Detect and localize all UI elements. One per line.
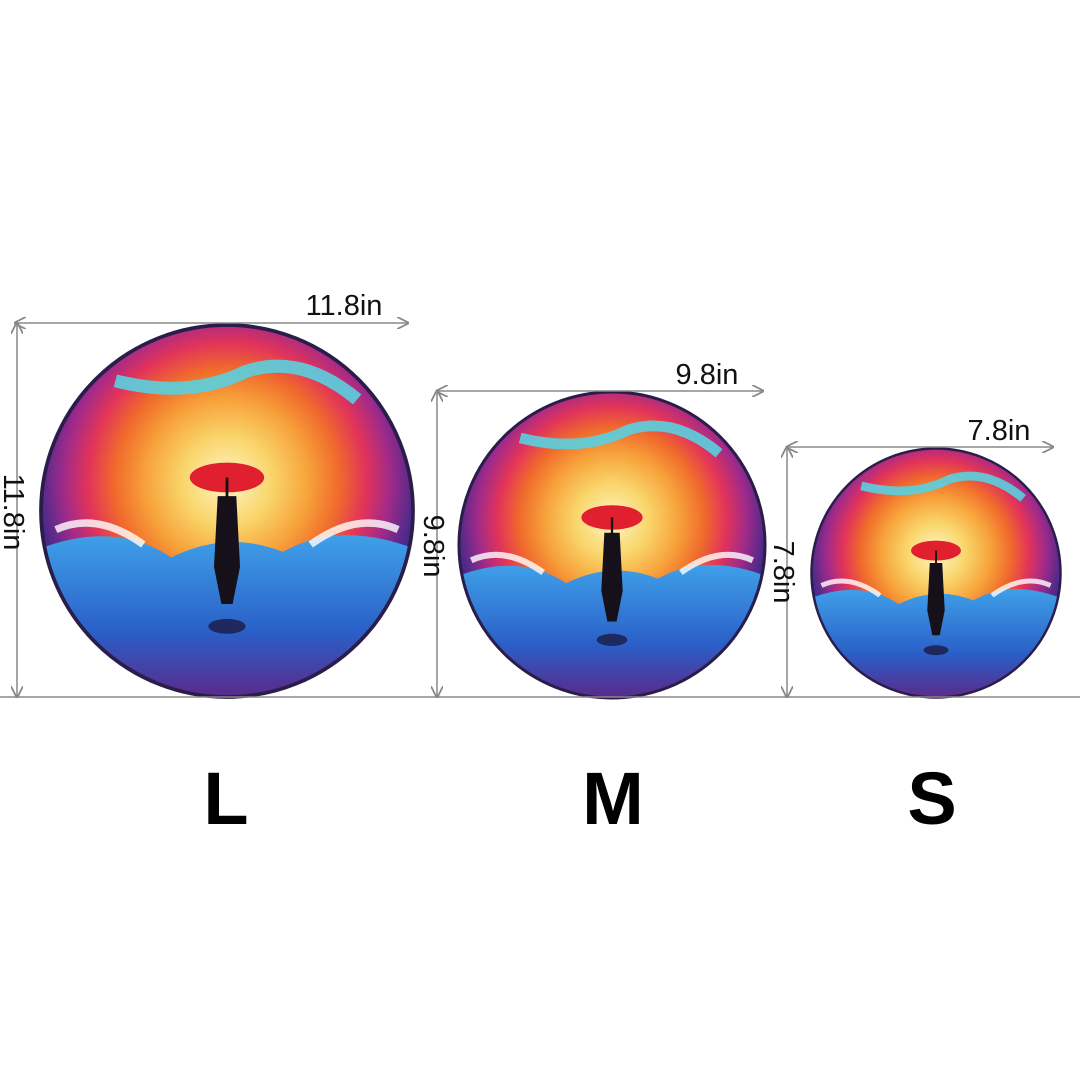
size-label-medium: M xyxy=(582,757,644,840)
size-label-small: S xyxy=(907,757,956,840)
puzzle-small-image xyxy=(812,449,1061,698)
size-label-large: L xyxy=(203,757,248,840)
medium-height-label: 9.8in xyxy=(417,515,449,578)
small-height-label: 7.8in xyxy=(767,541,799,604)
small-width-label: 7.8in xyxy=(968,415,1031,447)
medium-width-label: 9.8in xyxy=(676,359,739,391)
puzzle-medium-image xyxy=(459,392,765,698)
puzzle-large-image xyxy=(41,325,413,697)
large-height-label: 11.8in xyxy=(0,474,29,551)
large-width-label: 11.8in xyxy=(306,290,383,322)
